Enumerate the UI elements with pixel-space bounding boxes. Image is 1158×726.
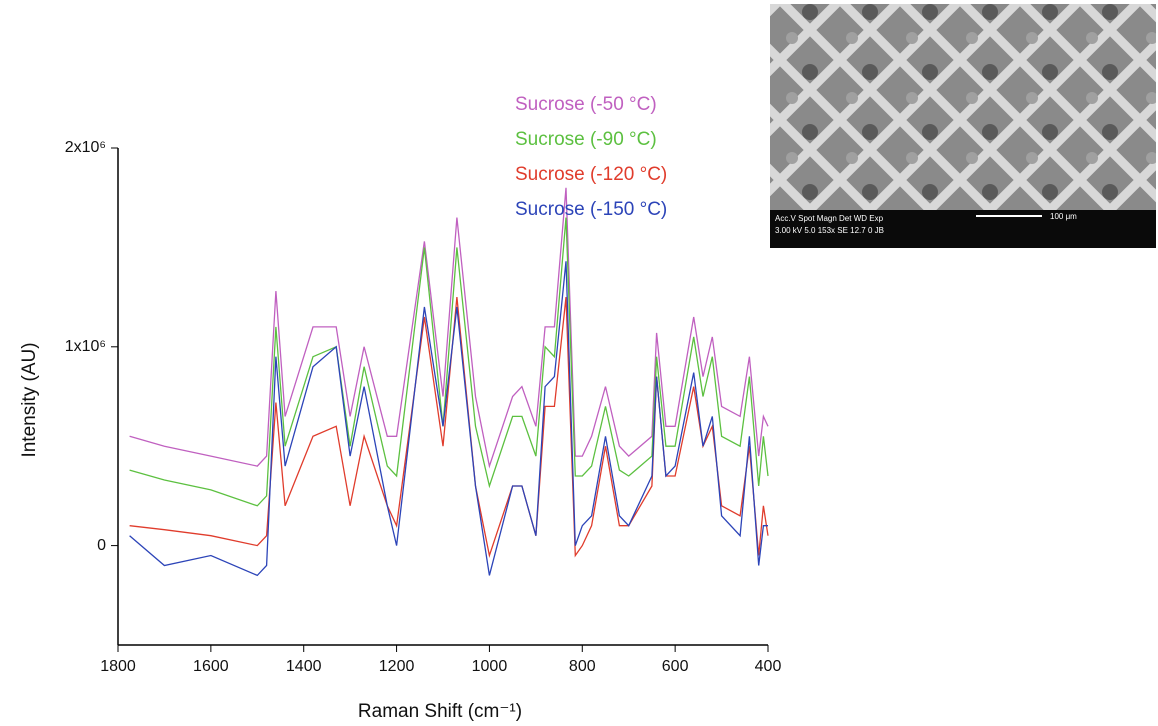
- spectrum-line: [129, 187, 769, 469]
- y-tick-label: 0: [97, 537, 106, 554]
- x-tick-label: 800: [569, 658, 596, 675]
- legend-entry: Sucrose (-90 °C): [515, 129, 657, 150]
- x-axis-label: Raman Shift (cm⁻¹): [358, 701, 522, 722]
- legend-entry: Sucrose (-50 °C): [515, 94, 657, 115]
- x-tick-label: 1800: [100, 658, 136, 675]
- x-tick-label: 1400: [286, 658, 322, 675]
- sem-scale: 100 μm: [1050, 212, 1077, 221]
- y-tick-label: 1x10⁶: [65, 338, 106, 355]
- x-tick-label: 600: [662, 658, 689, 675]
- legend-entry: Sucrose (-120 °C): [515, 164, 667, 185]
- sem-values: 3.00 kV 5.0 153x SE 12.7 0 JB: [775, 226, 884, 235]
- sem-header: Acc.V Spot Magn Det WD Exp: [775, 214, 884, 223]
- sem-info-bar: [770, 210, 1156, 248]
- y-axis-label: Intensity (AU): [19, 342, 40, 457]
- sem-inset: Acc.V Spot Magn Det WD Exp 3.00 kV 5.0 1…: [770, 4, 1156, 248]
- x-tick-label: 1000: [472, 658, 508, 675]
- x-tick-label: 400: [755, 658, 782, 675]
- legend-entry: Sucrose (-150 °C): [515, 199, 667, 220]
- y-tick-label: 2x10⁶: [65, 139, 106, 156]
- x-tick-label: 1200: [379, 658, 415, 675]
- spectrum-line: [129, 217, 769, 507]
- sem-image: [770, 4, 1156, 248]
- spectrum-line: [129, 261, 768, 577]
- x-tick-label: 1600: [193, 658, 229, 675]
